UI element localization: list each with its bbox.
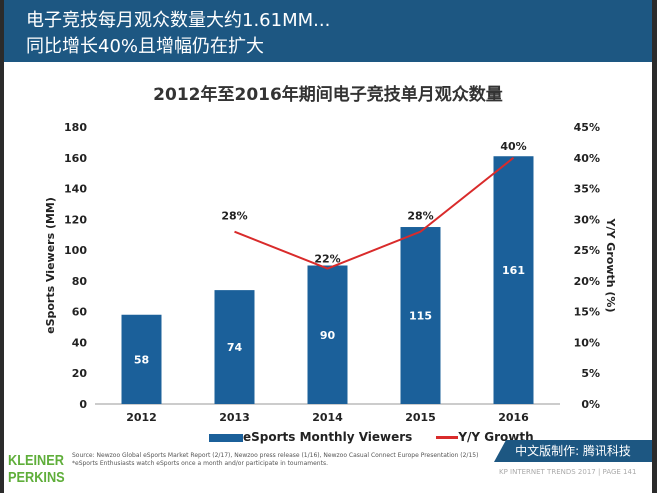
y-tick-label: 20 bbox=[72, 367, 88, 380]
bar-2015 bbox=[400, 227, 441, 404]
bar-value-label: 74 bbox=[227, 341, 243, 354]
bar-2014 bbox=[307, 265, 348, 404]
y2-tick-label: 30% bbox=[574, 213, 600, 226]
slide: 电子竞技每月观众数量大约1.61MM... 同比增长40%且增幅仍在扩大 201… bbox=[4, 0, 652, 493]
bar-value-label: 58 bbox=[134, 353, 149, 366]
legend-viewers: eSports Monthly Viewers bbox=[209, 430, 412, 444]
y-axis-label: eSports Viewers (MM) bbox=[44, 197, 57, 334]
bar-value-label: 90 bbox=[320, 329, 336, 342]
chart-title: 2012年至2016年期间电子竞技单月观众数量 bbox=[153, 85, 503, 105]
x-tick-label: 2012 bbox=[126, 411, 157, 424]
y2-tick-label: 35% bbox=[574, 183, 600, 196]
x-tick-label: 2015 bbox=[405, 411, 436, 424]
legend: eSports Monthly Viewers Y/Y Growth bbox=[209, 430, 534, 444]
y2-tick-label: 0% bbox=[581, 398, 600, 411]
tencent-badge: 中文版制作: 腾讯科技 bbox=[494, 440, 652, 462]
y-tick-label: 0 bbox=[79, 398, 87, 411]
title-line-2: 同比增长40%且增幅仍在扩大 bbox=[26, 36, 265, 57]
y-tick-label: 80 bbox=[72, 275, 88, 288]
growth-label: 40% bbox=[500, 140, 526, 153]
y-tick-label: 140 bbox=[64, 183, 87, 196]
kleiner-perkins-logo: KLEINER PERKINS bbox=[8, 452, 65, 486]
growth-label: 22% bbox=[314, 253, 340, 266]
y2-tick-label: 15% bbox=[574, 306, 600, 319]
bar-2013 bbox=[214, 290, 255, 404]
y2-tick-label: 45% bbox=[574, 121, 600, 134]
y2-axis-label: Y/Y Growth (%) bbox=[604, 218, 617, 313]
y-tick-label: 160 bbox=[64, 152, 87, 165]
growth-line bbox=[234, 156, 515, 270]
title-line-1: 电子竞技每月观众数量大约1.61MM... bbox=[26, 10, 331, 31]
y2-tick-label: 10% bbox=[574, 336, 600, 349]
x-tick-label: 2016 bbox=[498, 411, 529, 424]
x-tick-label: 2014 bbox=[312, 411, 343, 424]
x-tick-label: 2013 bbox=[219, 411, 250, 424]
bar-value-label: 161 bbox=[502, 264, 525, 277]
y-tick-label: 180 bbox=[64, 121, 87, 134]
page-footer: KP INTERNET TRENDS 2017 | PAGE 141 bbox=[499, 468, 637, 476]
y-tick-label: 120 bbox=[64, 213, 87, 226]
growth-label: 28% bbox=[221, 210, 247, 223]
chart: 0 20 40 60 80 100 120 140 160 180 0% 5% 10% 15% 20% 25%… bbox=[44, 121, 617, 424]
y-tick-label: 100 bbox=[64, 244, 87, 257]
bar-2016 bbox=[493, 156, 534, 404]
y2-tick-label: 25% bbox=[574, 244, 600, 257]
bar-2012 bbox=[121, 314, 162, 404]
y2-tick-label: 20% bbox=[574, 275, 600, 288]
growth-label: 28% bbox=[407, 210, 433, 223]
y2-tick-label: 5% bbox=[581, 367, 600, 380]
source-note: Source: Newzoo Global eSports Market Rep… bbox=[72, 452, 479, 467]
bar-value-label: 115 bbox=[409, 310, 432, 323]
y2-tick-label: 40% bbox=[574, 152, 600, 165]
header: 电子竞技每月观众数量大约1.61MM... 同比增长40%且增幅仍在扩大 bbox=[4, 0, 652, 62]
y-tick-label: 60 bbox=[72, 306, 88, 319]
y-tick-label: 40 bbox=[72, 336, 88, 349]
